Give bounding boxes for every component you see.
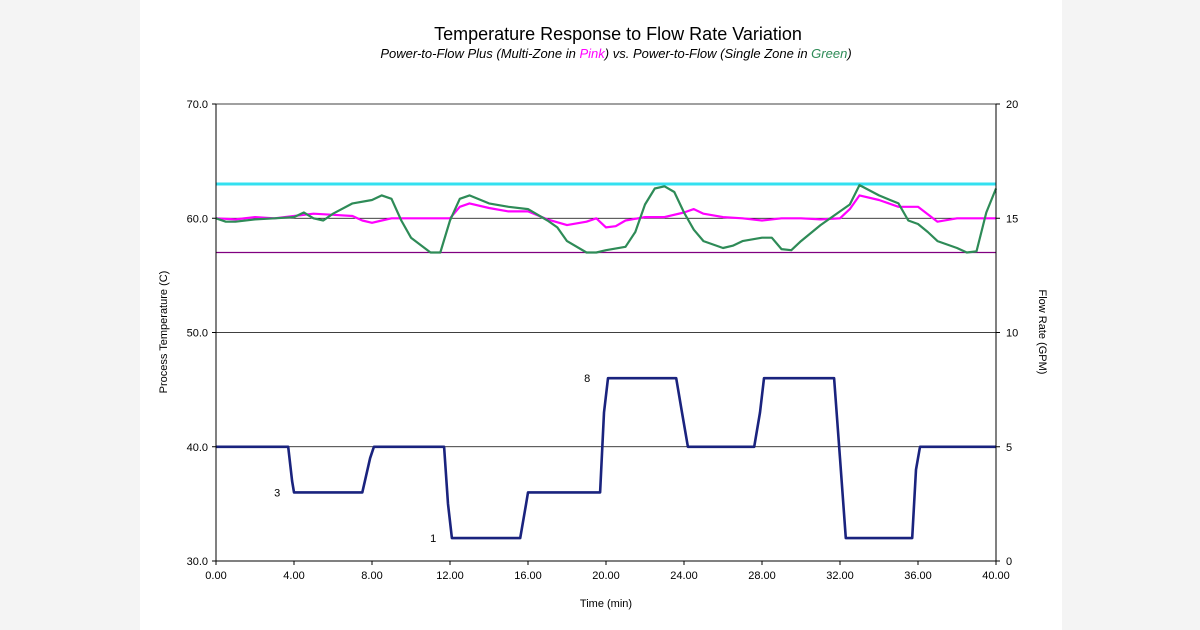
y-left-tick-label-2: 50.0	[187, 328, 208, 340]
x-tick-label-4: 16.00	[514, 570, 542, 582]
line-chart: Temperature Response to Flow Rate Variat…	[158, 24, 1048, 610]
x-tick-label-10: 40.00	[982, 570, 1010, 582]
data-labels: 3 1 8	[274, 373, 590, 545]
series-lines	[215, 184, 998, 540]
data-label-2: 8	[584, 373, 590, 385]
x-tick-label-8: 32.00	[826, 570, 854, 582]
y-right-tick-label-1: 5	[1006, 442, 1012, 454]
chart-card: Temperature Response to Flow Rate Variat…	[140, 0, 1062, 630]
x-tick-label-2: 8.00	[361, 570, 382, 582]
y-axis-label-right: Flow Rate (GPM)	[1036, 290, 1048, 375]
y-left-tick-label-0: 30.0	[187, 556, 208, 568]
y-left-tick-label-1: 40.0	[187, 442, 208, 454]
x-axis-label: Time (min)	[580, 598, 632, 610]
x-tick-label-7: 28.00	[748, 570, 776, 582]
subtitle-prefix: Power-to-Flow Plus (Multi-Zone in	[380, 46, 579, 61]
y-axis-label-left: Process Temperature (C)	[158, 271, 170, 394]
y-right-tick-label-3: 15	[1006, 213, 1018, 225]
chart-title: Temperature Response to Flow Rate Variat…	[434, 24, 802, 44]
chart-subtitle: Power-to-Flow Plus (Multi-Zone in Pink) …	[380, 46, 851, 61]
y-right-tick-label-0: 0	[1006, 556, 1012, 568]
tick-labels: 0.00 4.00 8.00 12.00 16.00 20.00 24.00 28.00 32.…	[187, 99, 1019, 582]
series-line-0	[215, 194, 996, 229]
y-left-tick-label-4: 70.0	[187, 99, 208, 111]
subtitle-middle: ) vs. Power-to-Flow (Single Zone in	[603, 46, 811, 61]
series-line-1	[215, 184, 998, 254]
subtitle-green-word: Green	[811, 46, 847, 61]
data-label-0: 3	[274, 487, 280, 499]
data-label-1: 1	[430, 533, 436, 545]
x-tick-label-3: 12.00	[436, 570, 464, 582]
subtitle-suffix: )	[845, 46, 851, 61]
x-tick-label-1: 4.00	[283, 570, 304, 582]
series-line-2	[216, 376, 996, 540]
y-right-tick-label-2: 10	[1006, 328, 1018, 340]
x-tick-label-6: 24.00	[670, 570, 698, 582]
y-left-tick-label-3: 60.0	[187, 213, 208, 225]
x-tick-label-0: 0.00	[205, 570, 226, 582]
x-tick-label-5: 20.00	[592, 570, 620, 582]
reference-lines	[216, 182, 996, 254]
y-right-tick-label-4: 20	[1006, 99, 1018, 111]
subtitle-pink-word: Pink	[579, 46, 606, 61]
x-tick-label-9: 36.00	[904, 570, 932, 582]
